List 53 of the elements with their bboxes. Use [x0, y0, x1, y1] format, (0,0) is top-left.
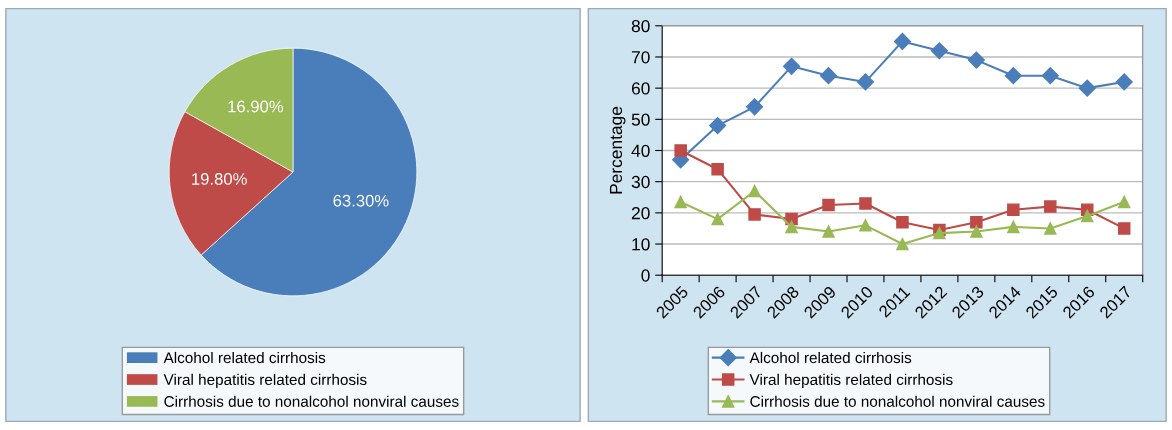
point — [748, 208, 761, 221]
legend-label: Viral hepatitis related cirrhosis — [163, 373, 367, 389]
point — [711, 162, 724, 176]
point — [1115, 73, 1133, 91]
point — [1007, 220, 1020, 234]
point — [782, 57, 801, 75]
y-tick-label: 60 — [631, 82, 650, 95]
legend-label: Alcohol related cirrhosis — [749, 351, 912, 364]
data-label: 19.80% — [192, 173, 247, 185]
legend-label: Alcohol related cirrhosis — [163, 351, 326, 364]
legend-label: Viral hepatitis related cirrhosis — [749, 373, 953, 389]
point — [1117, 195, 1131, 209]
y-tick-label: 70 — [631, 51, 650, 64]
y-tick-label: 0 — [641, 269, 650, 282]
point — [859, 219, 872, 232]
legend-label: Cirrhosis due to nonalcohol nonviral causes — [750, 395, 1045, 407]
point — [822, 225, 835, 238]
point — [1007, 203, 1020, 216]
point — [967, 51, 985, 69]
y-axis-title: Percentage — [609, 106, 626, 194]
point — [709, 117, 727, 135]
y-tick-label: 20 — [631, 207, 650, 220]
point — [674, 144, 687, 157]
y-tick-label: 40 — [631, 144, 650, 157]
point — [1117, 222, 1131, 235]
point — [859, 197, 872, 210]
point — [819, 67, 838, 85]
point — [711, 212, 724, 226]
point — [1078, 79, 1096, 97]
point — [896, 237, 909, 251]
data-label: 16.90% — [228, 100, 284, 113]
point — [785, 220, 798, 234]
point — [893, 32, 911, 50]
point — [970, 215, 983, 229]
point — [970, 225, 983, 238]
point — [856, 73, 875, 91]
y-tick-label: 10 — [632, 238, 650, 251]
legend-label: Cirrhosis due to nonalcohol nonviral causes — [164, 395, 459, 407]
point — [1044, 200, 1057, 213]
point — [746, 98, 764, 116]
point — [1044, 222, 1057, 235]
point — [674, 195, 687, 209]
y-tick-label: 80 — [631, 19, 650, 33]
point — [1004, 67, 1022, 85]
point — [822, 198, 835, 212]
data-label: 63.30% — [333, 194, 389, 207]
y-tick-label: 30 — [631, 175, 650, 189]
point — [1041, 67, 1059, 85]
point — [896, 215, 909, 229]
point — [930, 42, 948, 60]
y-tick-label: 50 — [631, 113, 650, 126]
point — [1081, 209, 1094, 223]
point — [748, 184, 761, 198]
